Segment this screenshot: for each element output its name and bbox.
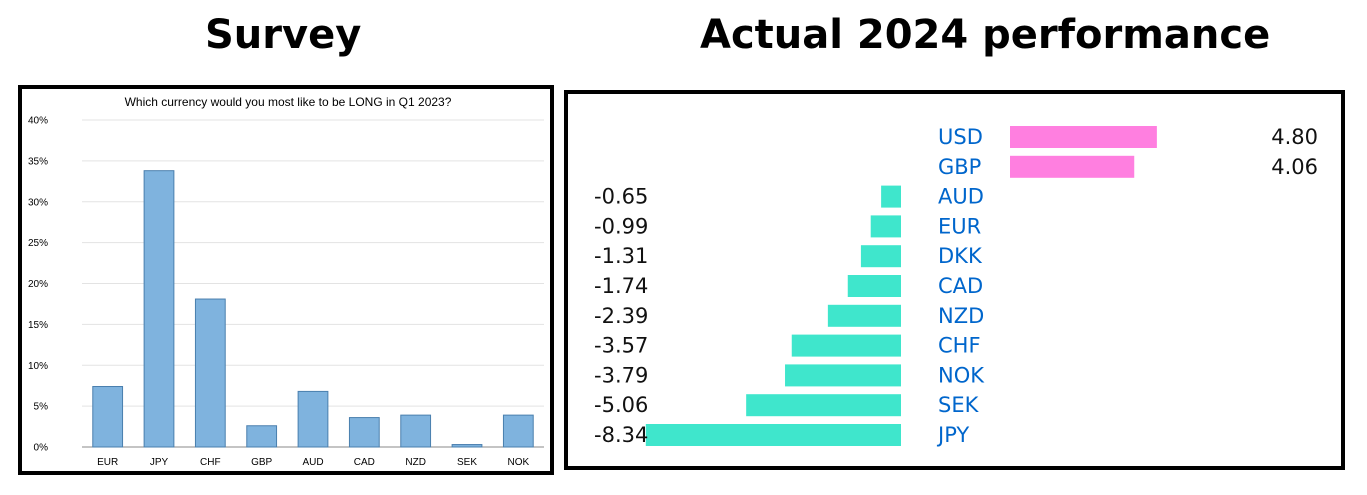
y-tick-label: 10% bbox=[28, 361, 48, 372]
value-label: -8.34 bbox=[594, 423, 648, 447]
bar-dkk bbox=[860, 245, 901, 268]
bar-usd bbox=[1010, 126, 1157, 148]
bar-nok bbox=[502, 414, 534, 448]
value-label: -0.99 bbox=[594, 214, 648, 238]
y-tick-label: 40% bbox=[28, 116, 48, 127]
survey-chart-panel: Which currency would you most like to be… bbox=[18, 85, 554, 475]
bar-eur bbox=[92, 386, 124, 448]
y-tick-label: 5% bbox=[34, 402, 49, 413]
x-tick-label: CHF bbox=[200, 457, 221, 468]
category-label: USD bbox=[938, 125, 983, 149]
category-label: CAD bbox=[938, 274, 983, 298]
value-label: -3.57 bbox=[594, 334, 648, 358]
x-tick-label: EUR bbox=[97, 457, 118, 468]
category-label: CHF bbox=[938, 334, 981, 358]
bar-sek bbox=[746, 394, 901, 417]
y-tick-label: 30% bbox=[28, 197, 48, 208]
category-label: NOK bbox=[938, 363, 985, 387]
value-label: -1.31 bbox=[594, 244, 648, 268]
category-label: SEK bbox=[938, 393, 980, 417]
category-label: NZD bbox=[938, 304, 984, 328]
actual-heading: Actual 2024 performance bbox=[700, 12, 1271, 58]
x-tick-label: AUD bbox=[302, 457, 323, 468]
x-tick-label: JPY bbox=[150, 457, 169, 468]
x-tick-label: CAD bbox=[354, 457, 375, 468]
bar-nzd bbox=[827, 304, 901, 327]
bar-jpy bbox=[143, 170, 175, 448]
bar-gbp bbox=[246, 425, 278, 448]
bar-aud bbox=[297, 390, 329, 448]
y-tick-label: 0% bbox=[34, 443, 49, 454]
y-tick-label: 20% bbox=[28, 279, 48, 290]
bar-gbp bbox=[1010, 155, 1135, 178]
category-label: EUR bbox=[938, 214, 981, 238]
category-label: DKK bbox=[938, 244, 983, 268]
y-tick-label: 25% bbox=[28, 238, 48, 249]
category-label: AUD bbox=[938, 185, 984, 209]
bar-nok bbox=[785, 364, 901, 387]
x-tick-label: SEK bbox=[457, 457, 477, 468]
value-label: 4.06 bbox=[1271, 155, 1318, 179]
category-label: JPY bbox=[936, 423, 969, 447]
bar-cad bbox=[847, 275, 901, 297]
y-tick-label: 15% bbox=[28, 320, 48, 331]
value-label: -1.74 bbox=[594, 274, 648, 298]
bar-aud bbox=[881, 185, 901, 208]
y-tick-label: 35% bbox=[28, 156, 48, 167]
bar-chf bbox=[791, 334, 901, 357]
value-label: -2.39 bbox=[594, 304, 648, 328]
value-label: -3.79 bbox=[594, 363, 648, 387]
performance-chart: 4.80 USD 4.06 GBP -0.65 AUD -0.99 EUR -1.31 DKK -1… bbox=[594, 125, 1318, 447]
chart-title: Which currency would you most like to be… bbox=[125, 95, 452, 109]
category-label: GBP bbox=[938, 155, 981, 179]
survey-heading: Survey bbox=[205, 12, 362, 58]
bar-sek bbox=[451, 444, 483, 448]
x-tick-label: NZD bbox=[405, 457, 426, 468]
bar-chf bbox=[194, 298, 226, 448]
value-label: 4.80 bbox=[1271, 125, 1318, 149]
value-label: -0.65 bbox=[594, 185, 648, 209]
bar-jpy bbox=[645, 424, 901, 446]
value-label: -5.06 bbox=[594, 393, 648, 417]
bar-cad bbox=[348, 417, 380, 448]
x-tick-label: GBP bbox=[251, 457, 272, 468]
performance-chart-panel: 4.80 USD 4.06 GBP -0.65 AUD -0.99 EUR -1.31 DKK -1… bbox=[564, 90, 1345, 470]
survey-chart: Which currency would you most like to be… bbox=[28, 95, 544, 468]
bar-eur bbox=[870, 215, 901, 238]
bar-nzd bbox=[400, 414, 432, 448]
x-tick-label: NOK bbox=[507, 457, 529, 468]
